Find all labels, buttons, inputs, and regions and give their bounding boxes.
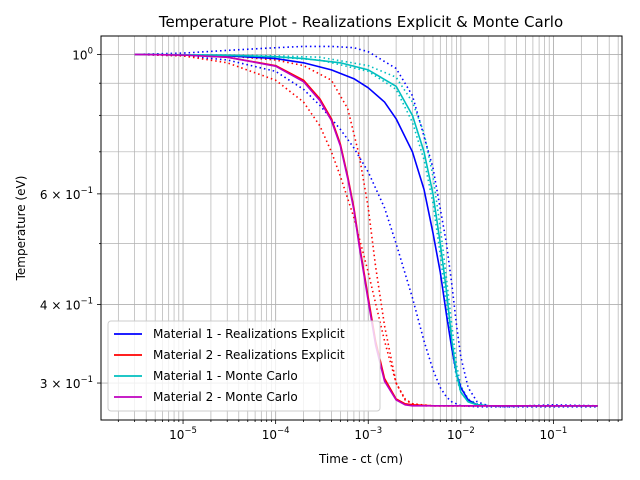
series-line-dotted	[134, 53, 598, 407]
series-line-dotted	[134, 53, 598, 407]
y-tick-label: 3 × 10−1	[40, 375, 93, 391]
y-axis-label: Temperature (eV)	[14, 176, 28, 282]
plot-frame	[100, 35, 623, 421]
x-axis-label: Time - ct (cm)	[318, 452, 403, 466]
legend-label: Material 1 - Monte Carlo	[153, 369, 298, 383]
y-tick-label: 6 × 10−1	[40, 186, 93, 202]
legend-frame	[107, 320, 381, 412]
legend: Material 1 - Realizations Explicit Materi…	[107, 320, 381, 412]
legend-label: Material 2 - Realizations Explicit	[153, 348, 345, 362]
series-lines	[134, 45, 598, 408]
chart-title: Temperature Plot - Realizations Explicit…	[158, 13, 563, 31]
legend-label: Material 1 - Realizations Explicit	[153, 327, 345, 341]
series-line-dotted	[134, 53, 598, 408]
series-line	[134, 53, 598, 407]
y-tick-label: 4 × 10−1	[40, 297, 93, 313]
axis-ticks	[97, 54, 619, 424]
legend-label: Material 2 - Monte Carlo	[153, 390, 298, 404]
